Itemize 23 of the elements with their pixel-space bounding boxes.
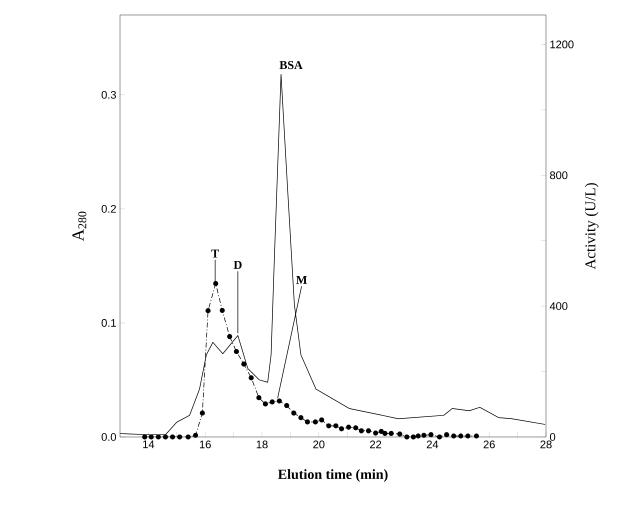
annotation: BSA <box>280 61 303 70</box>
x-axis-title: Elution time (min) <box>278 469 388 482</box>
x-tick-label: 18 <box>256 440 268 448</box>
x-tick-label: 20 <box>313 440 324 448</box>
x-tick-label: 16 <box>200 440 211 448</box>
y2-tick-label: 800 <box>550 171 568 180</box>
x-tick-label: 26 <box>484 440 495 448</box>
y-tick-label: 0.1 <box>102 319 116 327</box>
y2-tick-label: 1200 <box>550 40 574 48</box>
annotation: M <box>296 276 307 284</box>
x-tick-label: 24 <box>426 440 438 448</box>
x-tick-label: 28 <box>540 440 552 448</box>
x-tick-label: 22 <box>370 440 382 448</box>
y2-tick-label: 400 <box>550 302 568 310</box>
annotation: D <box>234 260 242 269</box>
y2-tick-label: 0 <box>550 433 556 441</box>
y-tick-label: 0.2 <box>102 205 116 213</box>
y2-axis-title: Activity (U/L) <box>584 183 599 270</box>
annotation: T <box>211 250 219 258</box>
y-axis-title: A$_{280}$ <box>72 212 86 242</box>
x-tick-label: 14 <box>143 440 154 448</box>
y-tick-label: 0.0 <box>102 433 116 441</box>
y-tick-label: 0.3 <box>102 90 116 99</box>
